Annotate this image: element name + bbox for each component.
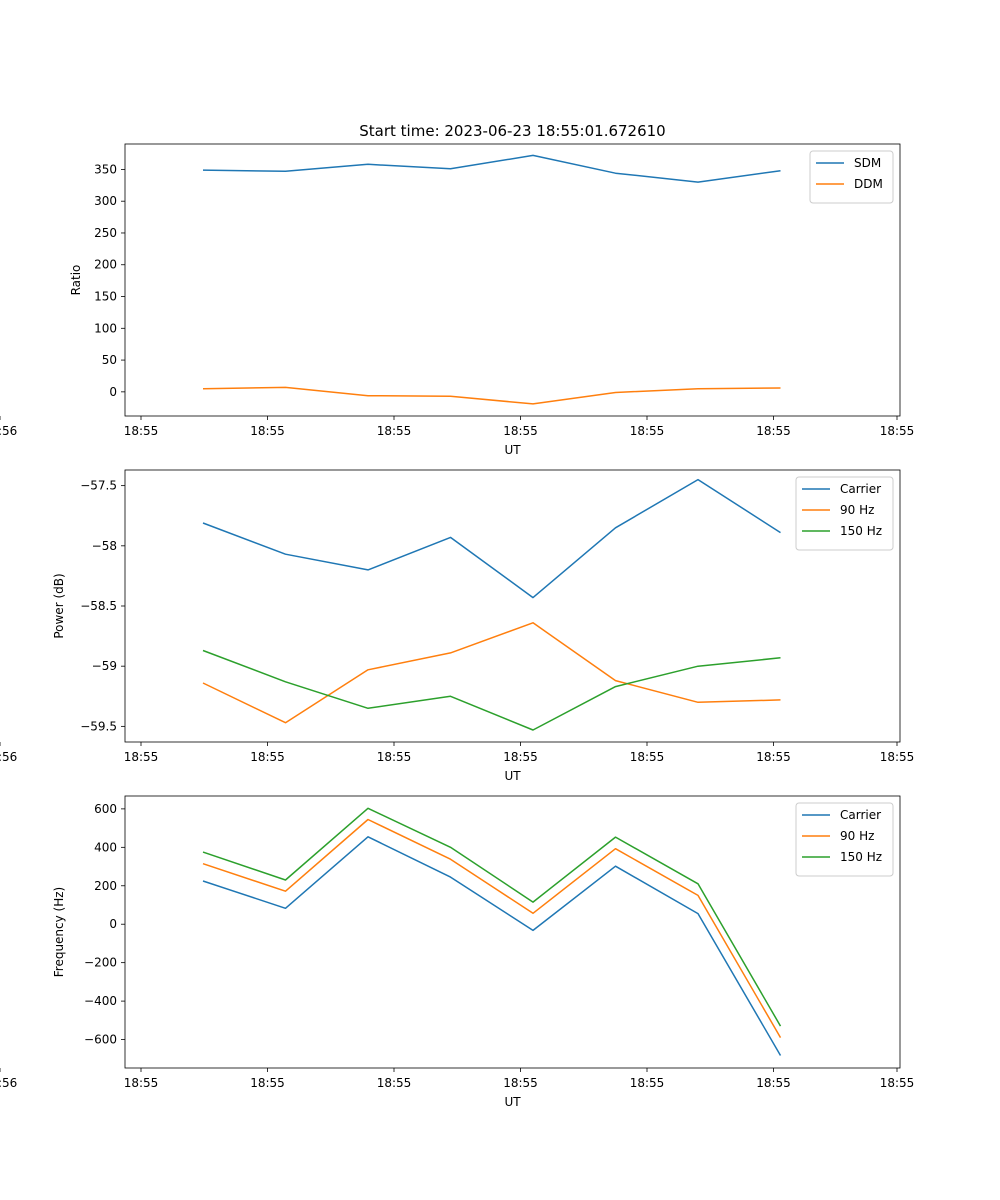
x-tick-label: 18:55 [250, 424, 285, 438]
series-line-150-hz [202, 649, 781, 731]
y-tick-label: −200 [84, 956, 117, 970]
y-axis-label: Ratio [69, 265, 83, 296]
x-tick-label: 18:55 [503, 750, 538, 764]
y-axis-label: Power (dB) [52, 573, 66, 638]
y-tick-label: 100 [94, 321, 117, 335]
series-line-carrier [202, 478, 781, 599]
x-tick-label: 18:55 [880, 1076, 915, 1090]
y-tick-label: 350 [94, 162, 117, 176]
legend-label: Carrier [840, 482, 881, 496]
subplots: 18:55 18:55 18:55 18:55 18:55 18:55 18:55 18:56… [0, 143, 915, 1109]
subplot-1: 18:55 18:55 18:55 18:55 18:55 18:55 18:55 18:56… [0, 143, 915, 457]
y-tick-label: 300 [94, 194, 117, 208]
x-tick-label: 18:56 [0, 1076, 17, 1090]
x-tick-label: 18:55 [756, 424, 791, 438]
x-tick-label: 18:55 [250, 750, 285, 764]
axes-frame [124, 143, 901, 417]
x-tick-label: 18:55 [124, 424, 159, 438]
y-tick-label: −58.5 [80, 599, 117, 613]
x-tick-label: 18:55 [630, 750, 665, 764]
x-tick-label: 18:55 [377, 1076, 412, 1090]
y-tick-label: −57.5 [80, 479, 117, 493]
x-axis-label: UT [504, 1095, 521, 1109]
y-tick-label: −59.5 [80, 719, 117, 733]
legend-box [809, 150, 894, 204]
x-tick-label: 18:55 [377, 424, 412, 438]
x-tick-label: 18:55 [630, 1076, 665, 1090]
y-tick-label: 250 [94, 226, 117, 240]
series-line-carrier [202, 836, 782, 1056]
y-tick-label: 400 [94, 840, 117, 854]
figure-title: Start time: 2023-06-23 18:55:01.672610 [359, 122, 665, 140]
series-line-90-hz [202, 622, 781, 724]
legend-label: SDM [854, 156, 881, 170]
x-tick-label: 18:55 [124, 1076, 159, 1090]
series-line-150-hz [202, 807, 782, 1027]
series-line-sdm [202, 154, 781, 183]
x-tick-label: 18:55 [880, 424, 915, 438]
legend-label: 150 Hz [840, 524, 882, 538]
y-tick-label: 0 [109, 385, 117, 399]
x-tick-label: 18:55 [124, 750, 159, 764]
x-tick-label: 18:55 [377, 750, 412, 764]
y-tick-label: 600 [94, 802, 117, 816]
y-tick-label: 200 [94, 258, 117, 272]
x-tick-label: 18:55 [503, 1076, 538, 1090]
subplot-2: 18:55 18:55 18:55 18:55 18:55 18:55 18:55 18:56… [0, 469, 915, 783]
y-tick-label: −58 [92, 539, 117, 553]
legend-label: DDM [854, 177, 883, 191]
legend-label: 90 Hz [840, 829, 874, 843]
series-line-ddm [202, 386, 781, 405]
x-tick-label: 18:55 [503, 424, 538, 438]
y-tick-label: −600 [84, 1033, 117, 1047]
x-tick-label: 18:56 [0, 750, 17, 764]
y-tick-label: 150 [94, 290, 117, 304]
legend: SDM DDM [809, 150, 894, 204]
x-tick-label: 18:56 [0, 424, 17, 438]
y-tick-label: −400 [84, 994, 117, 1008]
x-tick-label: 18:55 [756, 1076, 791, 1090]
legend: Carrier 90 Hz 150 Hz [795, 802, 894, 877]
y-tick-label: −59 [92, 659, 117, 673]
legend-label: 150 Hz [840, 850, 882, 864]
legend-label: 90 Hz [840, 503, 874, 517]
y-tick-label: 50 [102, 353, 117, 367]
x-tick-label: 18:55 [250, 1076, 285, 1090]
series-line-90-hz [202, 818, 782, 1038]
y-tick-label: 200 [94, 879, 117, 893]
y-axis-label: Frequency (Hz) [52, 887, 66, 978]
legend-label: Carrier [840, 808, 881, 822]
subplot-3: 18:55 18:55 18:55 18:55 18:55 18:55 18:55 18:56… [0, 795, 915, 1109]
x-axis-label: UT [504, 769, 521, 783]
legend: Carrier 90 Hz 150 Hz [795, 476, 894, 551]
y-tick-label: 0 [109, 917, 117, 931]
x-tick-label: 18:55 [630, 424, 665, 438]
axes-frame [124, 795, 901, 1069]
x-tick-label: 18:55 [880, 750, 915, 764]
x-axis-label: UT [504, 443, 521, 457]
x-tick-label: 18:55 [756, 750, 791, 764]
